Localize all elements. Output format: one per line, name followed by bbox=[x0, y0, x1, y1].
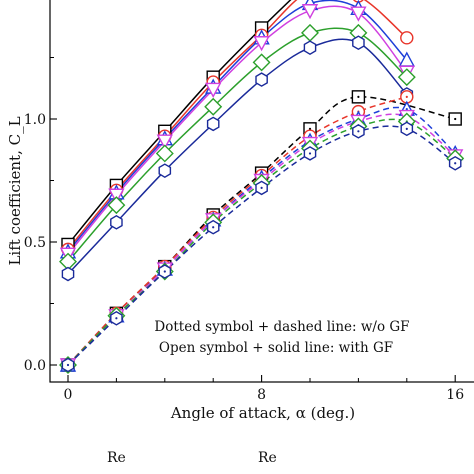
y-tick-label: 0.0 bbox=[24, 358, 46, 374]
data-point-dot bbox=[405, 95, 408, 98]
data-point-dot bbox=[66, 363, 70, 367]
data-point-diamond bbox=[155, 144, 174, 163]
y-axis-label: Lift coefficient, C_L bbox=[6, 116, 24, 265]
data-point-dot bbox=[212, 226, 215, 229]
data-point-hexagon bbox=[61, 266, 75, 282]
data-point-hexagon bbox=[158, 163, 172, 179]
y-tick-label: 1.0 bbox=[24, 112, 46, 128]
data-point-diamond bbox=[397, 68, 416, 87]
data-point-triangle-down bbox=[350, 6, 367, 22]
x-tick-label: 0 bbox=[64, 387, 73, 403]
data-point-dot bbox=[357, 130, 360, 133]
data-point-triangle-down bbox=[156, 134, 173, 150]
data-point-circle bbox=[400, 31, 414, 45]
data-point-triangle-down bbox=[301, 4, 319, 20]
data-point-diamond bbox=[204, 97, 223, 116]
annotation-dashed: Dotted symbol + dashed line: w/o GF bbox=[154, 319, 409, 335]
series-line-5 bbox=[67, 38, 408, 275]
data-point-triangle-down bbox=[253, 36, 270, 52]
y-tick-label: 0.5 bbox=[24, 235, 46, 251]
data-point-hexagon bbox=[206, 116, 220, 132]
data-point-hexagon bbox=[352, 35, 365, 51]
data-point-dot bbox=[115, 317, 118, 320]
series-layer bbox=[59, 0, 465, 374]
data-point-dot bbox=[163, 270, 166, 273]
text-layer: Dotted symbol + dashed line: w/o GF Open… bbox=[6, 116, 410, 466]
axes-layer: 0 8 16 0.0 0.5 1.0 bbox=[24, 0, 474, 403]
data-point-dot bbox=[405, 127, 408, 130]
x-tick-label: 8 bbox=[257, 387, 266, 403]
x-axis-label: Angle of attack, α (deg.) bbox=[170, 404, 355, 422]
data-point-triangle-down bbox=[108, 188, 125, 204]
data-point-diamond bbox=[107, 196, 126, 215]
data-point-diamond bbox=[301, 23, 319, 42]
plot-frame bbox=[49, 0, 474, 383]
data-point-hexagon bbox=[255, 72, 268, 87]
data-point-dot bbox=[405, 108, 408, 111]
data-point-dot bbox=[260, 186, 263, 189]
annotation-solid: Open symbol + solid line: with GF bbox=[159, 340, 393, 356]
x-tick-label: 16 bbox=[446, 387, 464, 403]
data-point-dot bbox=[357, 95, 360, 98]
data-point-hexagon bbox=[110, 214, 123, 230]
data-point-dot bbox=[454, 117, 457, 121]
data-point-diamond bbox=[252, 53, 271, 72]
data-point-dot bbox=[454, 162, 457, 165]
legend-re-1: Re bbox=[107, 450, 126, 466]
data-point-dot bbox=[308, 127, 312, 130]
data-point-hexagon bbox=[303, 40, 317, 56]
legend-re-2: Re bbox=[258, 450, 277, 466]
data-point-dot bbox=[308, 152, 312, 155]
data-point-triangle-down bbox=[205, 82, 222, 98]
series-line-11 bbox=[67, 125, 456, 366]
